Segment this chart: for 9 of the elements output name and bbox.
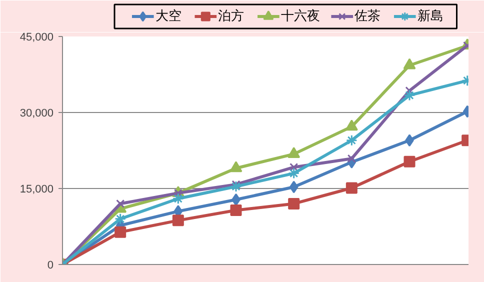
legend-label: 十六夜 <box>281 8 320 24</box>
legend-label: 佐茶 <box>354 9 381 24</box>
y-tick-label: 15,000 <box>20 184 54 196</box>
legend-label: 大空 <box>155 9 182 24</box>
y-tick-label: 30,000 <box>20 108 54 120</box>
y-tick-label: 0 <box>47 260 54 272</box>
y-tick-label: 45,000 <box>20 32 54 44</box>
legend-label: 泊方 <box>218 8 244 24</box>
legend-label: 新島 <box>417 9 444 24</box>
